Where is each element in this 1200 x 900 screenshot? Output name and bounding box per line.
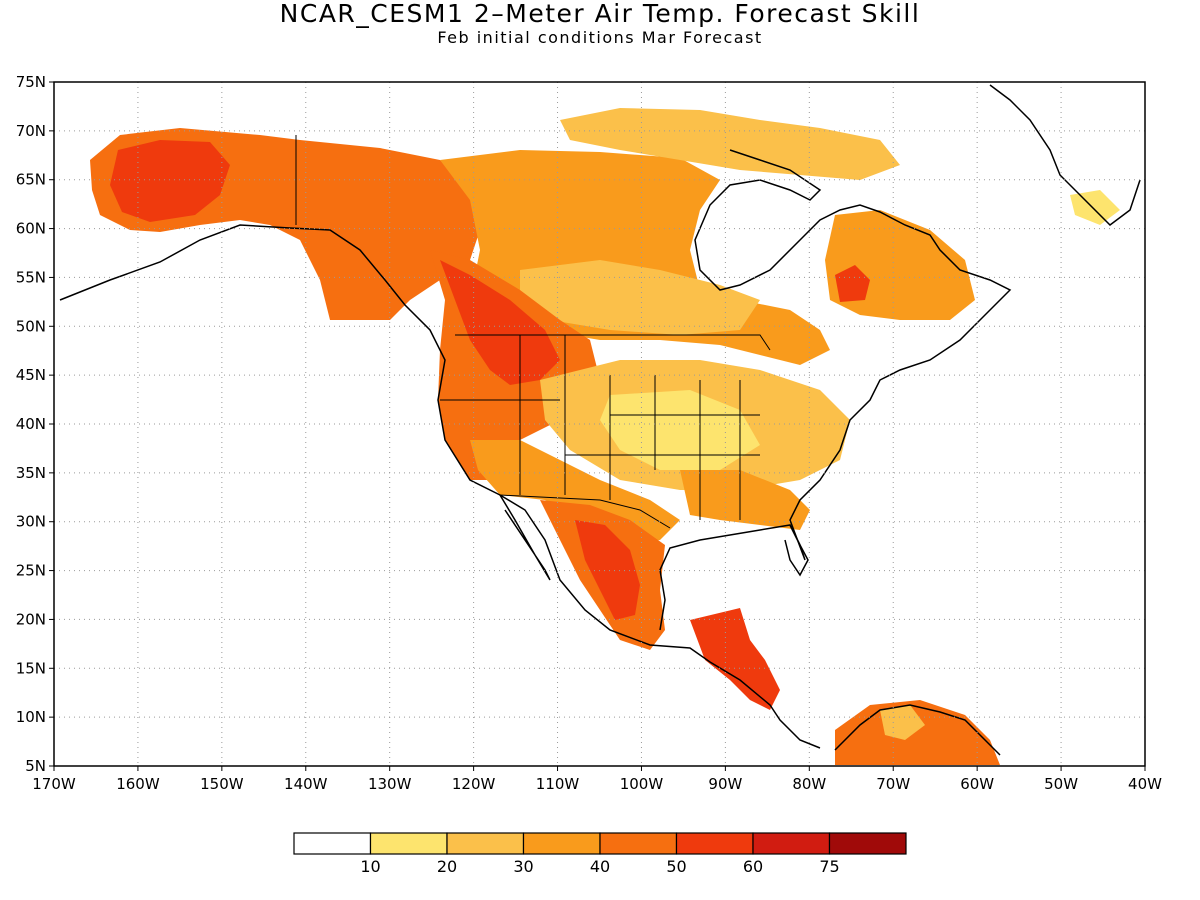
x-tick-label: 110W — [536, 775, 580, 793]
legend-swatch — [522, 832, 601, 855]
y-tick-label: 75N — [16, 73, 46, 91]
legend-swatch — [369, 832, 448, 855]
border-us-canada — [455, 334, 771, 351]
region-central-america — [690, 608, 780, 710]
x-tick-label: 140W — [284, 775, 328, 793]
region-pacific-nw-core — [440, 260, 560, 385]
coastline-south-america — [834, 704, 1001, 756]
x-tick-label: 60W — [960, 775, 994, 793]
coastline-baja — [499, 494, 551, 581]
y-tick-label: 10N — [16, 708, 46, 726]
region-labrador-hot — [835, 265, 870, 302]
skill-shading — [90, 108, 1120, 765]
legend-swatch — [599, 832, 678, 855]
y-tick-label: 15N — [16, 659, 46, 677]
border-state-lines — [440, 335, 760, 520]
legend-swatch — [293, 832, 372, 855]
region-alaska-core — [110, 140, 230, 222]
legend-label: 40 — [590, 857, 610, 876]
legend-swatch — [675, 832, 754, 855]
region-greenland-tip — [1070, 190, 1120, 225]
legend-label: 20 — [437, 857, 457, 876]
x-tick-label: 100W — [620, 775, 664, 793]
legend-label: 60 — [743, 857, 763, 876]
y-tick-label: 65N — [16, 171, 46, 189]
y-tick-label: 70N — [16, 122, 46, 140]
grid-lines — [54, 82, 1145, 766]
region-arctic — [560, 108, 900, 180]
y-tick-label: 30N — [16, 513, 46, 531]
legend-label: 30 — [513, 857, 533, 876]
x-tick-label: 50W — [1044, 775, 1078, 793]
y-tick-label: 60N — [16, 220, 46, 238]
region-central-light — [600, 390, 760, 470]
coastline-greenland — [989, 84, 1141, 226]
x-tick-label: 120W — [452, 775, 496, 793]
y-tick-label: 5N — [25, 757, 46, 775]
x-tick-label: 40W — [1128, 775, 1162, 793]
region-southeast — [680, 470, 810, 530]
legend-label: 10 — [360, 857, 380, 876]
region-south-america-light — [880, 705, 925, 740]
legend-swatch — [752, 832, 831, 855]
x-tick-label: 80W — [792, 775, 826, 793]
x-tick-label: 130W — [368, 775, 412, 793]
color-legend: 10 20 30 40 50 60 75 — [293, 832, 907, 876]
chart-title: NCAR_CESM1 2–Meter Air Temp. Forecast Sk… — [279, 0, 921, 28]
y-tick-label: 45N — [16, 366, 46, 384]
legend-swatch — [446, 832, 525, 855]
region-labrador — [825, 210, 975, 320]
x-tick-label: 160W — [116, 775, 160, 793]
legend-label: 50 — [666, 857, 686, 876]
legend-label: 75 — [819, 857, 839, 876]
x-tick-label: 70W — [876, 775, 910, 793]
y-tick-label: 20N — [16, 610, 46, 628]
region-southwest — [470, 440, 680, 545]
x-tick-label: 150W — [200, 775, 244, 793]
legend-swatch — [828, 832, 907, 855]
region-south-america — [835, 700, 1000, 765]
y-tick-label: 55N — [16, 268, 46, 286]
coastline-florida — [784, 524, 809, 577]
border-us-mexico — [499, 494, 671, 529]
y-tick-label: 40N — [16, 415, 46, 433]
region-canada-light — [520, 260, 760, 335]
region-mexico-core — [575, 520, 640, 620]
axis-ticks: 170W 160W 150W 140W 130W 120W 110W 100W 90W 80W 70… — [16, 73, 1162, 793]
x-tick-label: 170W — [32, 775, 76, 793]
chart-subtitle: Feb initial conditions Mar Forecast — [437, 28, 763, 47]
political-borders — [295, 135, 771, 529]
x-tick-label: 90W — [708, 775, 742, 793]
y-tick-label: 50N — [16, 317, 46, 335]
y-tick-label: 35N — [16, 464, 46, 482]
y-tick-label: 25N — [16, 562, 46, 580]
